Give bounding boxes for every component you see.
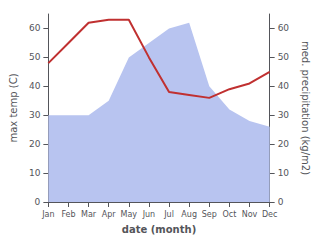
svg-text:med. precipitation (kg/m2): med. precipitation (kg/m2) — [300, 41, 311, 175]
svg-text:Dec: Dec — [262, 210, 277, 219]
svg-text:10: 10 — [29, 168, 41, 178]
svg-text:60: 60 — [278, 23, 290, 33]
svg-text:Jul: Jul — [163, 210, 174, 219]
svg-text:Jun: Jun — [142, 210, 156, 219]
svg-text:Mar: Mar — [81, 210, 97, 219]
svg-text:60: 60 — [29, 23, 41, 33]
svg-text:Nov: Nov — [242, 210, 258, 219]
svg-text:50: 50 — [29, 52, 41, 62]
svg-text:20: 20 — [278, 139, 290, 149]
svg-text:Sep: Sep — [202, 210, 217, 219]
svg-text:max temp (C): max temp (C) — [8, 73, 19, 142]
svg-text:20: 20 — [29, 139, 41, 149]
svg-text:40: 40 — [278, 81, 290, 91]
svg-text:50: 50 — [278, 52, 290, 62]
svg-text:date (month): date (month) — [122, 224, 196, 235]
svg-text:Apr: Apr — [102, 210, 117, 219]
svg-text:Jan: Jan — [41, 210, 54, 219]
svg-text:30: 30 — [278, 110, 290, 120]
svg-text:0: 0 — [278, 197, 284, 207]
svg-text:0: 0 — [35, 197, 41, 207]
svg-text:Aug: Aug — [181, 210, 197, 219]
svg-text:Feb: Feb — [61, 210, 75, 219]
svg-text:Oct: Oct — [222, 210, 236, 219]
svg-text:May: May — [121, 210, 138, 219]
svg-text:30: 30 — [29, 110, 41, 120]
svg-text:10: 10 — [278, 168, 290, 178]
svg-text:40: 40 — [29, 81, 41, 91]
